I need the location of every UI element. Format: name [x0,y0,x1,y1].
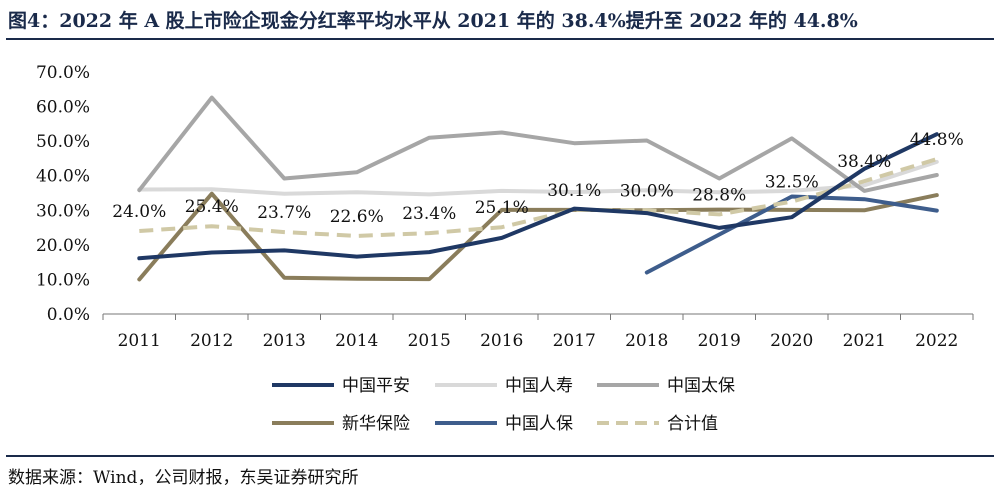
total-data-label: 24.0% [112,202,166,222]
total-data-label: 23.7% [257,203,311,223]
line-chart: 0.0%10.0%20.0%30.0%40.0%50.0%60.0%70.0% … [36,63,974,434]
legend-item: 中国人寿 [435,376,573,396]
y-tick-label: 70.0% [36,63,90,83]
y-tick-label: 60.0% [36,98,90,118]
legend-item: 中国太保 [597,376,735,396]
total-data-label: 30.0% [620,181,674,201]
series-line-中国人保 [644,194,939,275]
x-tick-label: 2021 [843,331,886,351]
legend-label: 中国人保 [505,414,573,434]
y-axis-labels: 0.0% 10.0% 20.0% 30.0% 40.0% 50.0% 60.0% 70.0% [36,63,90,325]
series-line-中国太保 [137,95,939,193]
total-data-label: 22.6% [330,207,384,227]
legend-label: 中国人寿 [505,376,573,396]
x-tick-label: 2011 [118,331,161,351]
series-line-合计值 [139,157,938,238]
source-note: 数据来源：Wind，公司财报，东吴证券研究所 [8,468,359,488]
x-tick-label: 2020 [770,331,813,351]
x-tick-label: 2018 [625,331,668,351]
source-rule [6,455,994,457]
total-data-labels: 24.0% 25.4% 23.7% 22.6% 23.4% 25.1% 30.1% 30.0%… [112,130,964,227]
y-tick-label: 40.0% [36,167,90,187]
y-tick-label: 50.0% [36,132,90,152]
series-line-中国平安 [137,132,939,261]
y-tick-label: 20.0% [36,236,90,256]
legend-label: 中国平安 [342,376,410,396]
total-data-label: 25.4% [185,197,239,217]
legend-label: 合计值 [667,414,718,434]
legend-item: 合计值 [597,414,718,434]
x-tick-label: 2014 [335,331,378,351]
y-tick-label: 0.0% [47,305,90,325]
total-data-label: 32.5% [765,173,819,193]
x-tick-label: 2017 [553,331,596,351]
legend-item: 新华保险 [272,414,410,434]
total-data-label: 44.8% [910,130,964,150]
series-lines [137,95,939,282]
legend-item: 中国人保 [435,414,573,434]
chart-title: 图4：2022 年 A 股上市险企现金分红率平均水平从 2021 年的 38.4… [8,10,858,32]
y-tick-label: 30.0% [36,201,90,221]
series-line-中国人寿 [137,159,939,197]
x-tick-label: 2019 [698,331,741,351]
legend-label: 新华保险 [342,414,410,434]
y-tick-label: 10.0% [36,270,90,290]
total-data-label: 23.4% [402,204,456,224]
legend-label: 中国太保 [667,376,735,396]
legend-item: 中国平安 [272,376,410,396]
x-axis: 2011 2012 2013 2014 2015 2016 2017 2018 2019 2020… [102,313,974,351]
x-tick-label: 2013 [263,331,306,351]
total-data-label: 25.1% [475,198,529,218]
total-data-label: 38.4% [837,152,891,172]
x-tick-label: 2016 [480,331,523,351]
title-underline [6,38,994,40]
x-tick-label: 2012 [190,331,233,351]
total-data-label: 28.8% [692,185,746,205]
x-tick-label: 2015 [408,331,451,351]
total-data-label: 30.1% [547,181,601,201]
x-tick-label: 2022 [915,331,958,351]
